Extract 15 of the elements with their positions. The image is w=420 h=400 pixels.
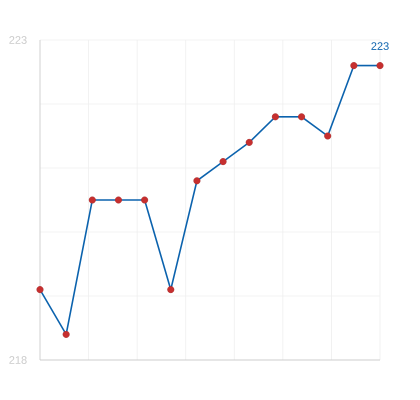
annotation: 223 [371,42,389,50]
point [220,158,227,166]
point [376,62,384,70]
point [298,113,306,120]
point [141,196,148,204]
point [62,330,70,338]
point [88,196,96,204]
point [193,177,200,184]
point [324,132,332,140]
point [36,286,44,294]
point [272,113,279,120]
point [114,196,122,204]
point [350,62,358,70]
point [246,138,253,146]
point [167,286,174,294]
